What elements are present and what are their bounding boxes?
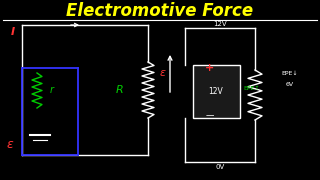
Text: I: I — [11, 27, 15, 37]
Text: R: R — [116, 85, 124, 95]
Text: 6V: 6V — [286, 82, 294, 87]
Text: 12V: 12V — [209, 87, 223, 96]
Bar — [193, 65, 240, 118]
Text: EPE↓: EPE↓ — [282, 71, 298, 75]
Text: 12V: 12V — [213, 21, 227, 27]
Text: Electromotive Force: Electromotive Force — [67, 2, 253, 20]
Text: ε: ε — [7, 138, 13, 152]
Text: 0V: 0V — [215, 164, 225, 170]
Text: ε: ε — [160, 68, 166, 78]
Text: EPE↑: EPE↑ — [244, 86, 260, 91]
Text: r: r — [50, 85, 54, 95]
Text: —: — — [206, 111, 214, 120]
Text: +: + — [205, 63, 215, 73]
